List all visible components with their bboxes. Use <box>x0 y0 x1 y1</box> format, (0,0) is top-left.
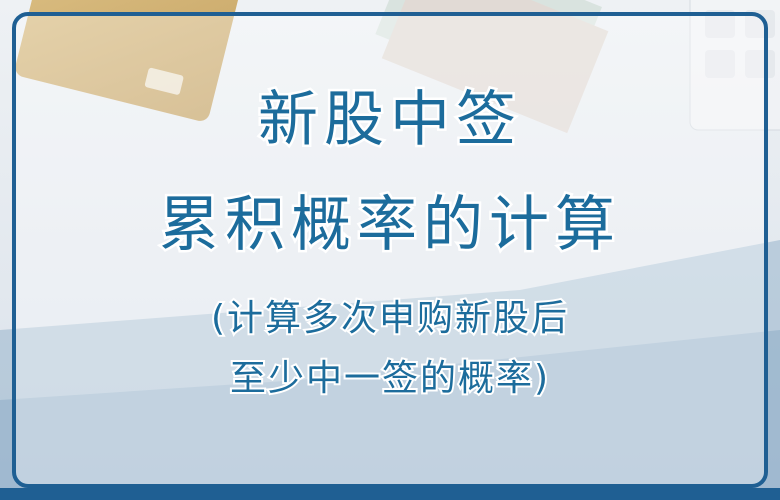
title-line: 新股中签 <box>258 85 522 155</box>
shade <box>0 330 780 500</box>
title-line: 累积概率的计算 <box>159 190 621 260</box>
shade <box>0 240 780 500</box>
credit-card <box>15 0 240 121</box>
subtitle-line: (计算多次申购新股后 <box>211 298 569 339</box>
subtitle-line: 至少中一签的概率) <box>230 358 550 399</box>
bottom-band <box>0 488 780 500</box>
frame <box>12 12 768 488</box>
banknotes <box>375 0 609 134</box>
